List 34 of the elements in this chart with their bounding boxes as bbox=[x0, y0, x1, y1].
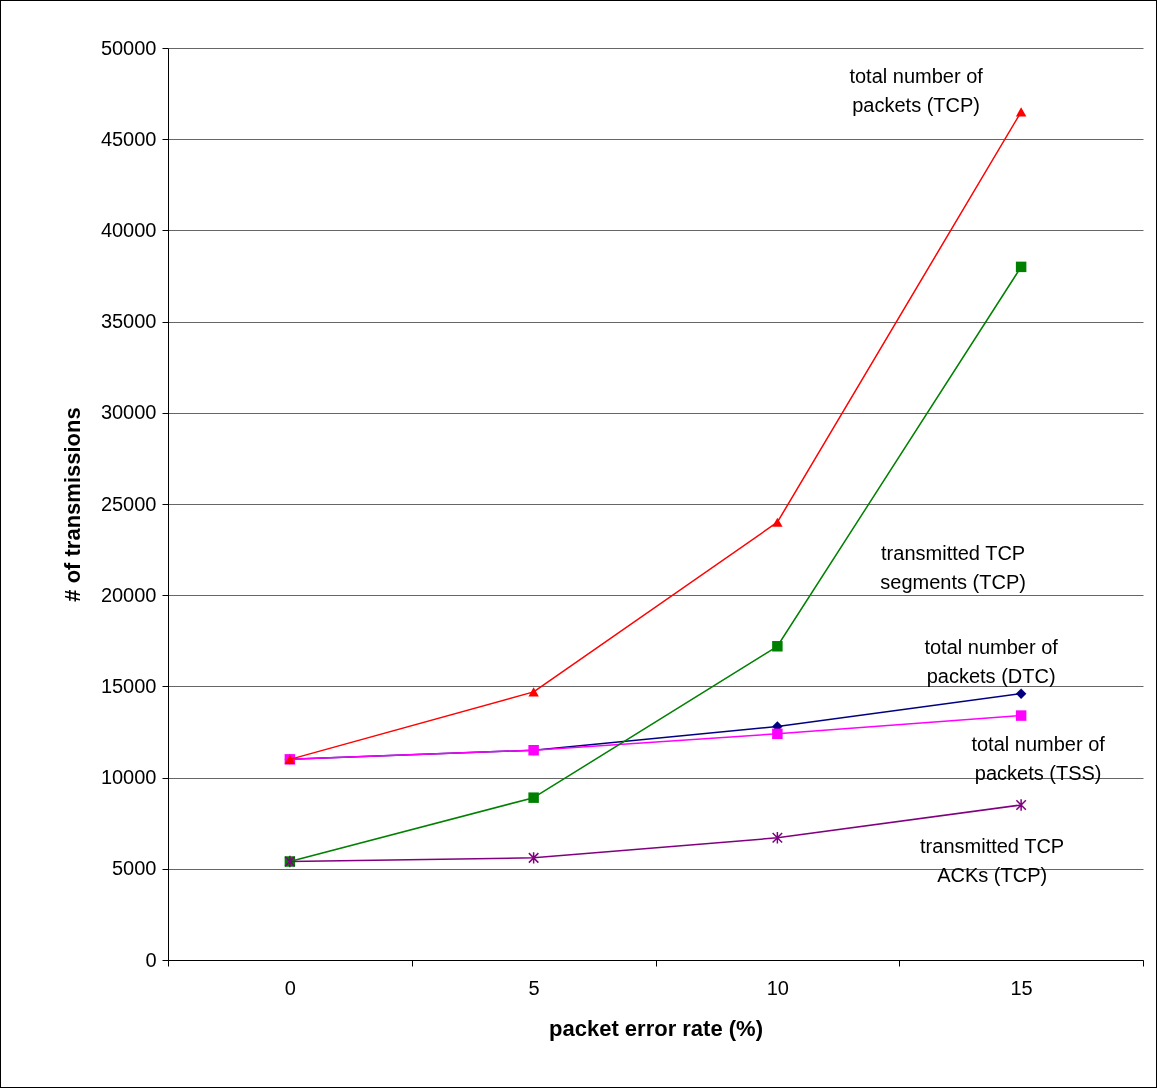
y-tick-label: 50000 bbox=[100, 36, 157, 59]
y-tick-label: 0 bbox=[145, 948, 157, 971]
series-label: total number of packets (TSS) bbox=[971, 732, 1106, 784]
point bbox=[1015, 261, 1027, 273]
point bbox=[772, 641, 783, 652]
x-axis-title: packet error rate (%) bbox=[549, 1015, 763, 1041]
series-label: transmitted TCP segments (TCP) bbox=[880, 541, 1026, 593]
y-axis-title: # of transmissions bbox=[59, 407, 85, 602]
y-tick-label: 20000 bbox=[100, 583, 157, 606]
x-tick-label: 10 bbox=[766, 976, 789, 999]
x-tick-label: 0 bbox=[284, 976, 296, 999]
y-tick-label: 45000 bbox=[100, 127, 157, 150]
y-tick-label: 5000 bbox=[112, 857, 157, 880]
point bbox=[528, 792, 539, 803]
point bbox=[1015, 710, 1027, 721]
y-tick-label: 30000 bbox=[100, 401, 157, 424]
series-label: total number of packets (TCP) bbox=[849, 64, 984, 116]
y-tick-label: 10000 bbox=[100, 766, 157, 789]
y-tick-label: 25000 bbox=[100, 492, 157, 515]
x-tick-label: 5 bbox=[528, 976, 540, 999]
point bbox=[1015, 107, 1027, 117]
series-label: transmitted TCP ACKs (TCP) bbox=[920, 834, 1065, 886]
y-tick-label: 15000 bbox=[100, 674, 157, 697]
y-tick-label: 40000 bbox=[100, 218, 157, 241]
point bbox=[528, 687, 539, 697]
series-label: total number of packets (DTC) bbox=[924, 635, 1059, 687]
y-tick-label: 35000 bbox=[100, 310, 157, 333]
point bbox=[1015, 798, 1027, 812]
point bbox=[772, 728, 783, 740]
point bbox=[771, 831, 783, 845]
point bbox=[528, 851, 540, 865]
point bbox=[1015, 688, 1027, 699]
point bbox=[772, 517, 783, 527]
x-tick-label: 15 bbox=[1010, 976, 1033, 999]
